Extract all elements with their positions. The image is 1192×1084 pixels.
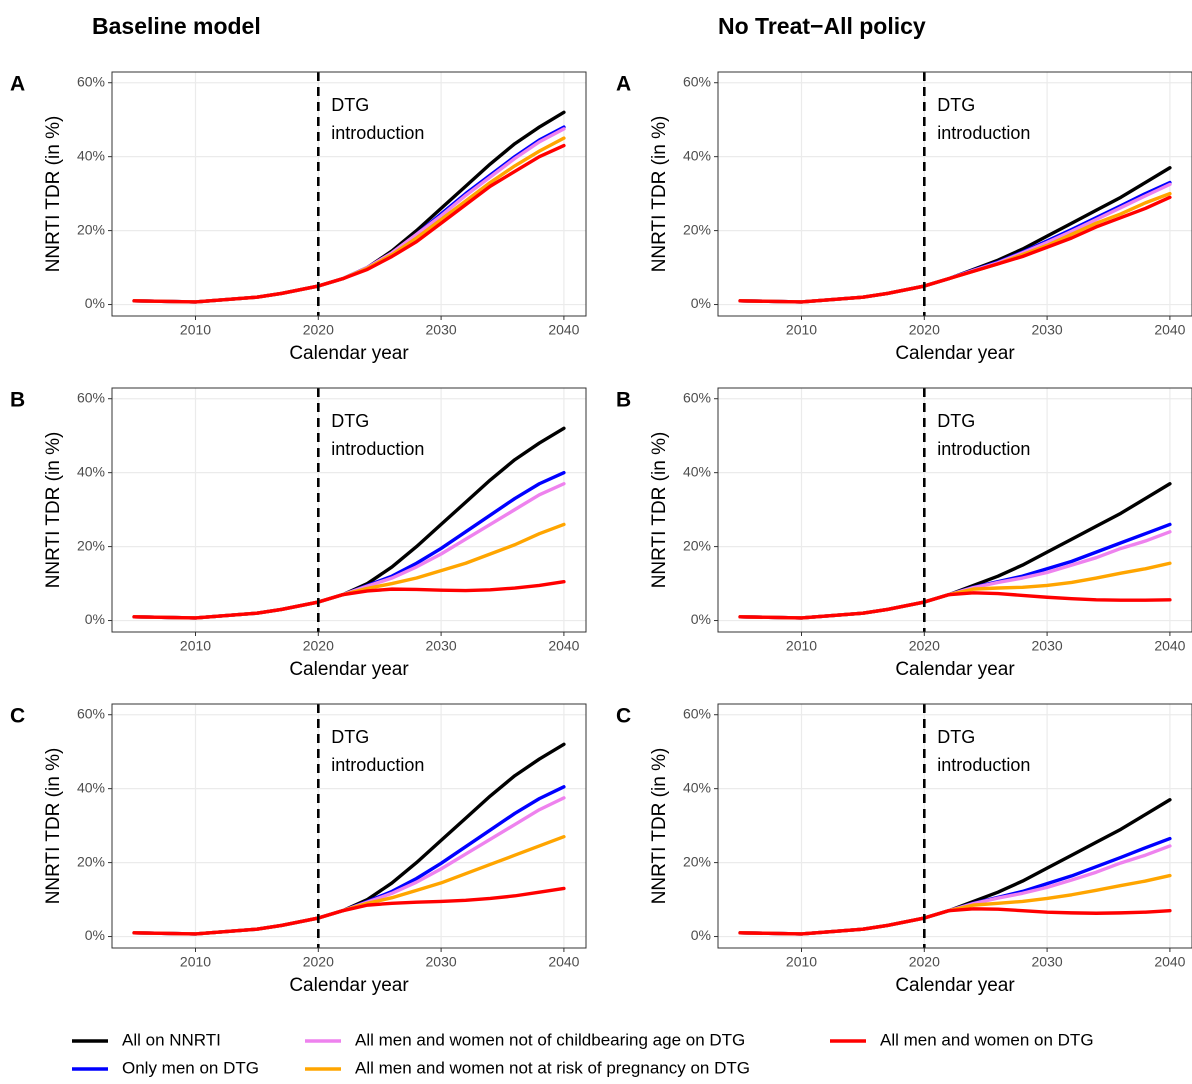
annotation: DTG (937, 95, 975, 115)
y-tick-label: 40% (77, 463, 105, 479)
plot-border (717, 387, 1192, 633)
y-tick-label: 60% (77, 73, 105, 89)
x-tick-label: 2010 (786, 638, 817, 654)
y-tick-label: 0% (85, 611, 105, 627)
annotation: introduction (331, 755, 424, 775)
annotation: DTG (331, 727, 369, 747)
legend-label: All men and women not of childbearing ag… (355, 1030, 745, 1049)
panel-label: C (616, 705, 631, 728)
x-axis-label: Calendar year (289, 975, 409, 996)
y-tick-label: 60% (683, 73, 711, 89)
y-tick-label: 20% (77, 853, 105, 869)
y-tick-label: 40% (683, 779, 711, 795)
column-title: Baseline model (92, 13, 261, 39)
y-tick-label: 20% (683, 537, 711, 553)
plot-border (111, 71, 587, 317)
y-tick-label: 20% (683, 853, 711, 869)
x-axis-label: Calendar year (289, 659, 409, 680)
y-tick-label: 0% (691, 611, 711, 627)
annotation: introduction (937, 439, 1030, 459)
x-tick-label: 2030 (426, 638, 457, 654)
x-tick-label: 2020 (909, 954, 940, 970)
x-tick-label: 2040 (1154, 954, 1185, 970)
y-tick-label: 20% (77, 221, 105, 237)
x-tick-label: 2030 (1032, 322, 1063, 338)
y-tick-label: 0% (85, 295, 105, 311)
x-tick-label: 2030 (1032, 954, 1063, 970)
panel-label: B (616, 389, 631, 412)
y-tick-label: 40% (683, 147, 711, 163)
x-axis-label: Calendar year (895, 659, 1015, 680)
x-tick-label: 2010 (180, 638, 211, 654)
y-tick-label: 0% (85, 927, 105, 943)
plot-border (717, 71, 1192, 317)
x-tick-label: 2010 (180, 954, 211, 970)
x-tick-label: 2030 (1032, 638, 1063, 654)
x-tick-label: 2030 (426, 322, 457, 338)
y-tick-label: 20% (77, 537, 105, 553)
x-tick-label: 2030 (426, 954, 457, 970)
panel-label: C (10, 705, 25, 728)
x-tick-label: 2010 (180, 322, 211, 338)
y-tick-label: 20% (683, 221, 711, 237)
series-line (738, 591, 1172, 620)
x-axis-label: Calendar year (289, 343, 409, 364)
panel-label: B (10, 389, 25, 412)
plot-border (717, 703, 1192, 949)
series-line (132, 886, 566, 936)
panel-label: A (616, 73, 631, 96)
y-tick-label: 60% (77, 705, 105, 721)
x-axis-label: Calendar year (895, 343, 1015, 364)
y-axis-label: NNRTI TDR (in %) (649, 432, 670, 589)
y-axis-label: NNRTI TDR (in %) (649, 748, 670, 905)
annotation: introduction (331, 439, 424, 459)
x-tick-label: 2040 (548, 322, 579, 338)
x-tick-label: 2020 (303, 954, 334, 970)
annotation: introduction (937, 123, 1030, 143)
legend-label: All on NNRTI (122, 1030, 221, 1049)
series-line (738, 907, 1172, 936)
x-tick-label: 2010 (786, 954, 817, 970)
x-tick-label: 2040 (1154, 322, 1185, 338)
y-tick-label: 0% (691, 927, 711, 943)
y-tick-label: 40% (77, 147, 105, 163)
x-tick-label: 2040 (548, 954, 579, 970)
x-axis-label: Calendar year (895, 975, 1015, 996)
y-tick-label: 0% (691, 295, 711, 311)
annotation: DTG (331, 95, 369, 115)
annotation: DTG (331, 411, 369, 431)
y-axis-label: NNRTI TDR (in %) (43, 748, 64, 905)
y-axis-label: NNRTI TDR (in %) (649, 116, 670, 273)
x-tick-label: 2020 (909, 322, 940, 338)
y-axis-label: NNRTI TDR (in %) (43, 116, 64, 273)
x-tick-label: 2020 (303, 322, 334, 338)
series-line (132, 580, 566, 620)
annotation: introduction (331, 123, 424, 143)
y-tick-label: 40% (683, 463, 711, 479)
plot-border (111, 703, 587, 949)
y-tick-label: 40% (77, 779, 105, 795)
series-line (738, 195, 1172, 304)
x-tick-label: 2040 (1154, 638, 1185, 654)
legend-label: All men and women not at risk of pregnan… (355, 1058, 750, 1077)
x-tick-label: 2040 (548, 638, 579, 654)
legend-label: All men and women on DTG (880, 1030, 1094, 1049)
x-tick-label: 2020 (909, 638, 940, 654)
series-line (132, 143, 566, 304)
plot-border (111, 387, 587, 633)
x-tick-label: 2010 (786, 322, 817, 338)
y-axis-label: NNRTI TDR (in %) (43, 432, 64, 589)
y-tick-label: 60% (683, 705, 711, 721)
y-tick-label: 60% (77, 389, 105, 405)
x-tick-label: 2020 (303, 638, 334, 654)
annotation: DTG (937, 727, 975, 747)
annotation: introduction (937, 755, 1030, 775)
column-title: No Treat−All policy (718, 13, 926, 39)
panel-label: A (10, 73, 25, 96)
y-tick-label: 60% (683, 389, 711, 405)
legend-label: Only men on DTG (122, 1058, 259, 1077)
annotation: DTG (937, 411, 975, 431)
